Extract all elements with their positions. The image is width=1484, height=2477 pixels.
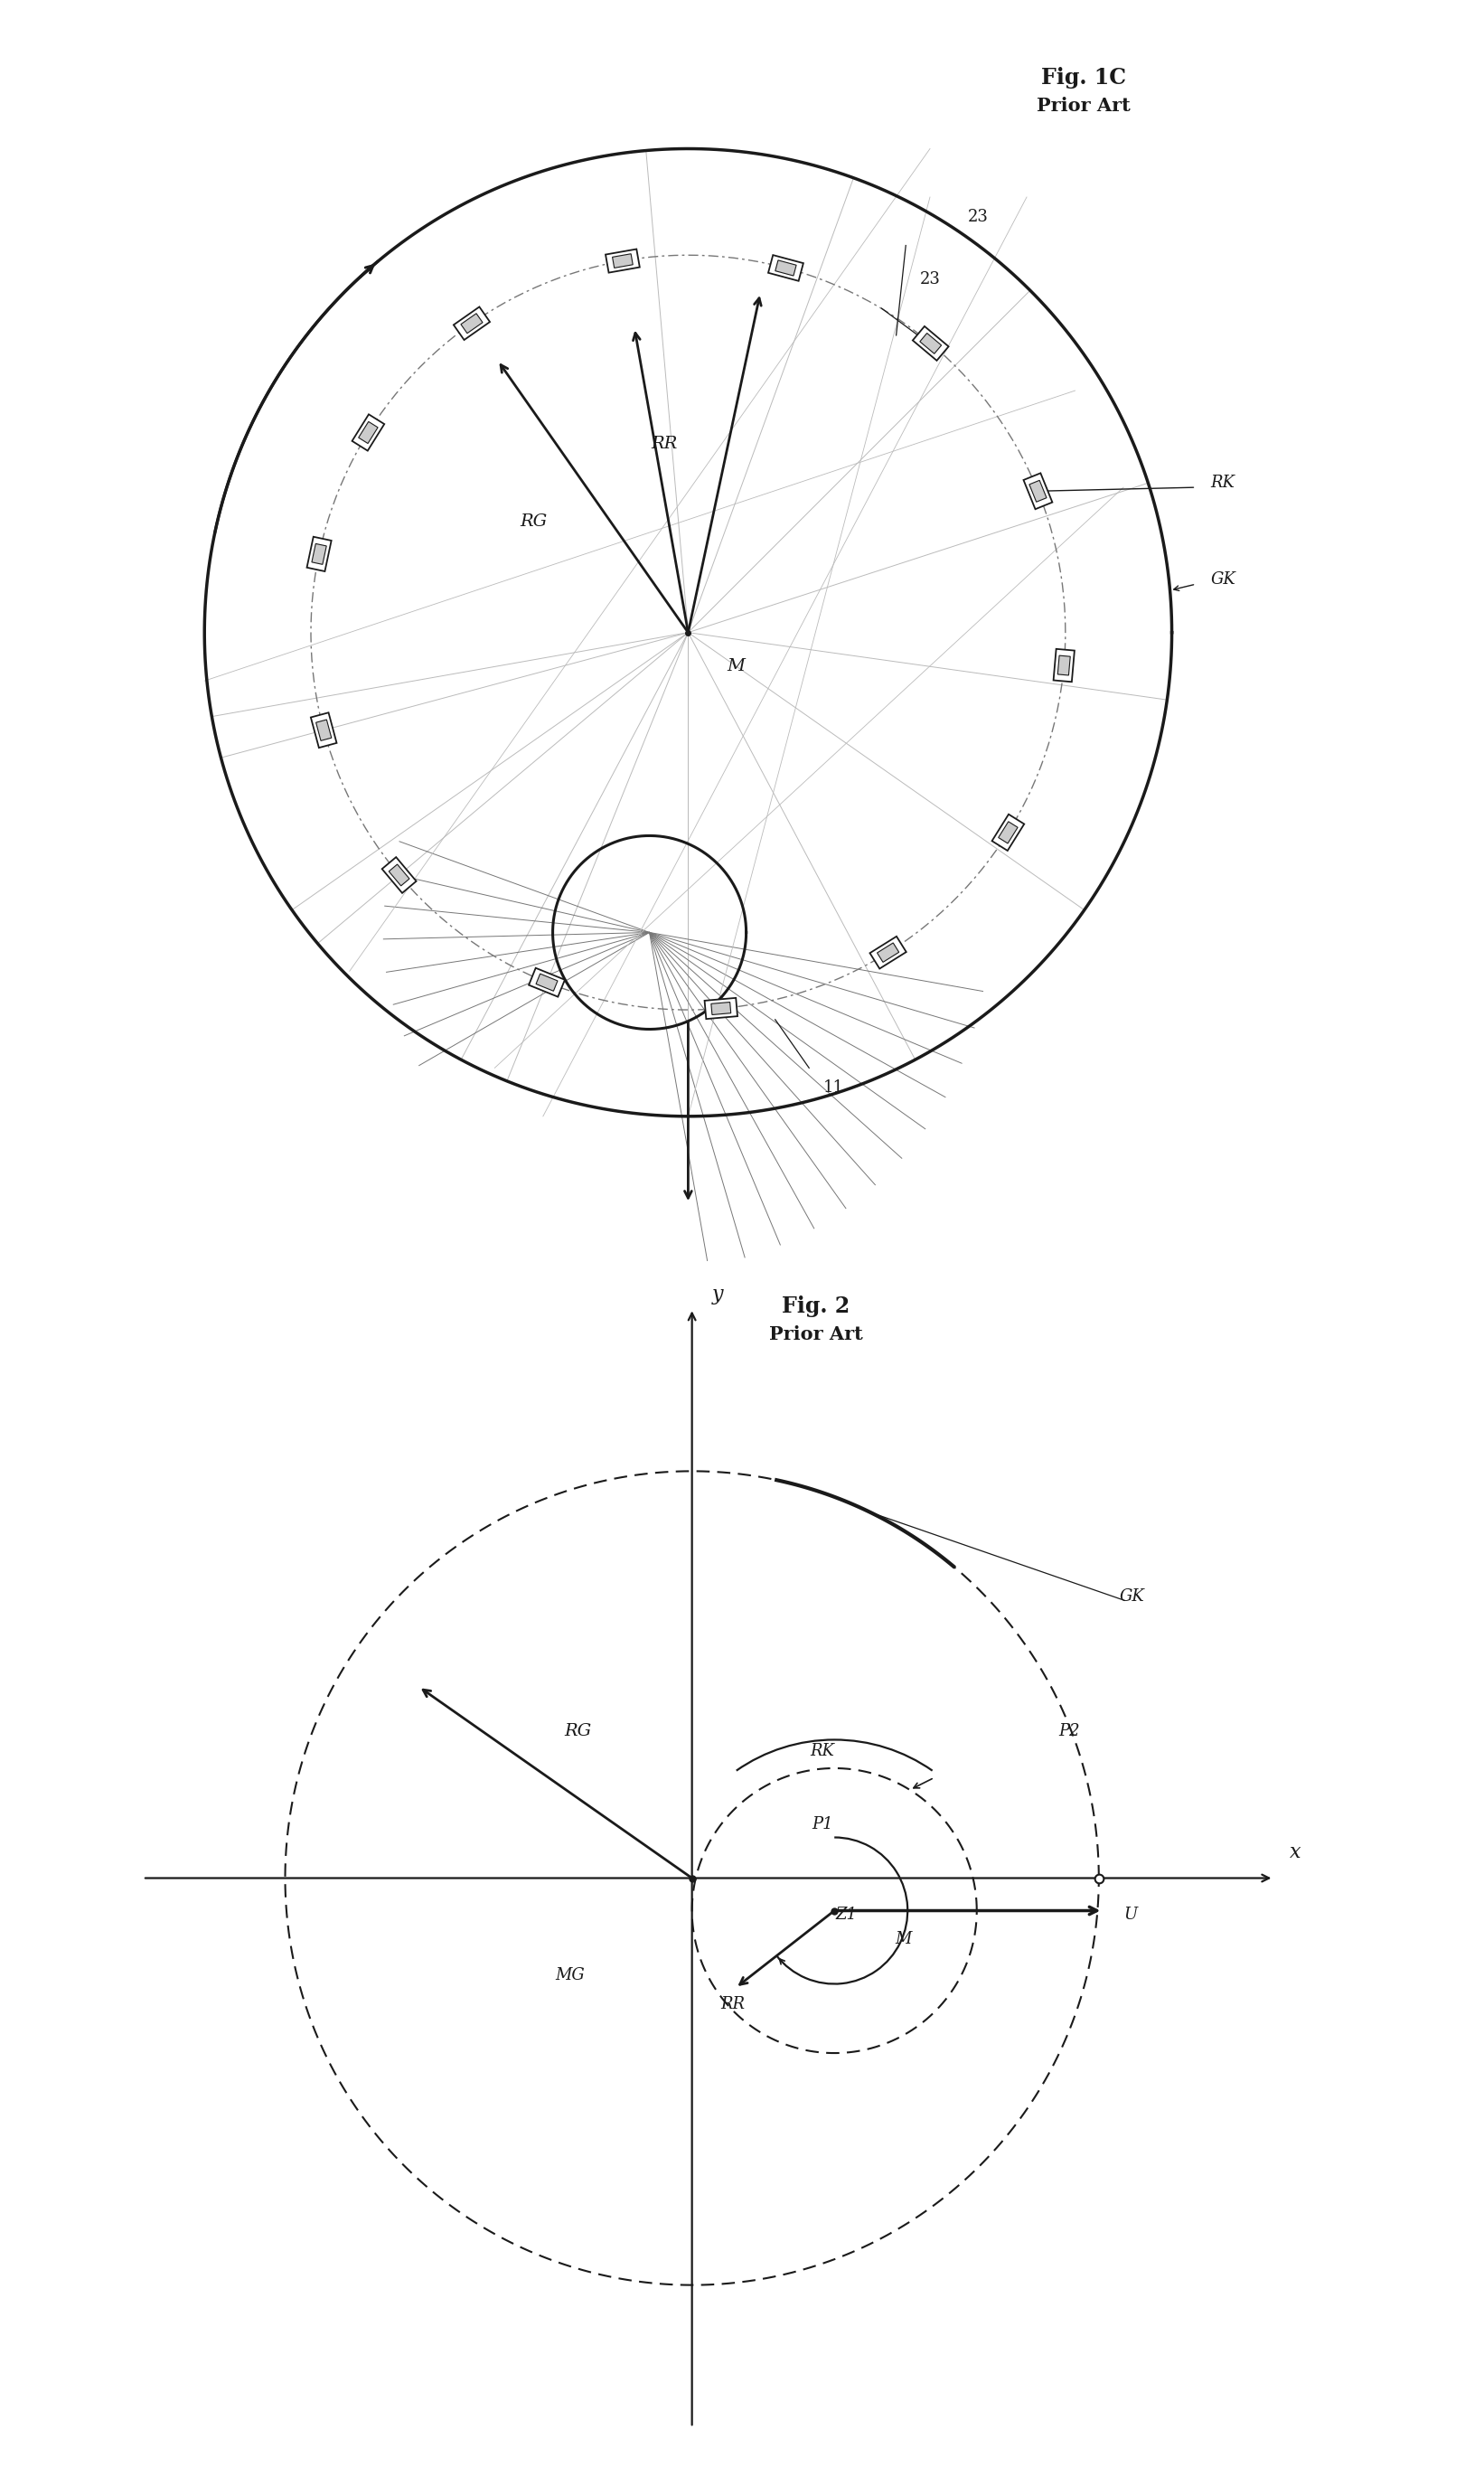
Polygon shape [389, 864, 410, 887]
Text: Prior Art: Prior Art [1036, 97, 1131, 114]
Text: 11: 11 [822, 1080, 843, 1095]
Text: Z1: Z1 [835, 1907, 858, 1922]
Text: GK: GK [1211, 572, 1236, 587]
Text: M: M [727, 659, 745, 674]
Text: 23: 23 [968, 208, 988, 225]
Polygon shape [316, 721, 331, 741]
Text: MG: MG [555, 1967, 585, 1984]
Text: U: U [1123, 1907, 1137, 1922]
Polygon shape [613, 253, 632, 268]
Text: y: y [712, 1286, 724, 1305]
Text: 23: 23 [920, 272, 941, 287]
Text: P1: P1 [812, 1816, 833, 1833]
Text: Prior Art: Prior Art [769, 1325, 864, 1343]
Polygon shape [775, 260, 797, 275]
Text: P2: P2 [1058, 1724, 1079, 1739]
Polygon shape [359, 421, 378, 443]
Polygon shape [705, 998, 738, 1018]
Text: M: M [895, 1930, 913, 1947]
Polygon shape [528, 969, 565, 996]
Polygon shape [913, 327, 948, 362]
Polygon shape [877, 944, 899, 961]
Text: RK: RK [1211, 476, 1235, 490]
Polygon shape [605, 250, 640, 272]
Polygon shape [381, 857, 417, 894]
Text: RG: RG [564, 1724, 592, 1739]
Polygon shape [1054, 649, 1074, 681]
Polygon shape [870, 936, 907, 969]
Text: RG: RG [519, 513, 548, 530]
Polygon shape [454, 307, 490, 339]
Polygon shape [1024, 473, 1052, 510]
Polygon shape [999, 822, 1018, 842]
Polygon shape [711, 1003, 732, 1016]
Polygon shape [307, 538, 331, 572]
Text: GK: GK [1119, 1588, 1144, 1605]
Polygon shape [1030, 481, 1046, 503]
Text: Fig. 2: Fig. 2 [782, 1295, 850, 1318]
Polygon shape [1058, 656, 1070, 676]
Text: Fig. 1C: Fig. 1C [1040, 67, 1126, 89]
Polygon shape [991, 815, 1024, 850]
Polygon shape [769, 255, 803, 280]
Polygon shape [312, 542, 326, 565]
Polygon shape [920, 332, 941, 354]
Polygon shape [462, 315, 482, 334]
Text: RK: RK [810, 1744, 834, 1759]
Text: RR: RR [720, 1996, 745, 2011]
Text: RR: RR [651, 436, 677, 453]
Polygon shape [310, 713, 337, 748]
Polygon shape [352, 414, 384, 451]
Polygon shape [536, 973, 558, 991]
Text: x: x [1290, 1843, 1301, 1863]
